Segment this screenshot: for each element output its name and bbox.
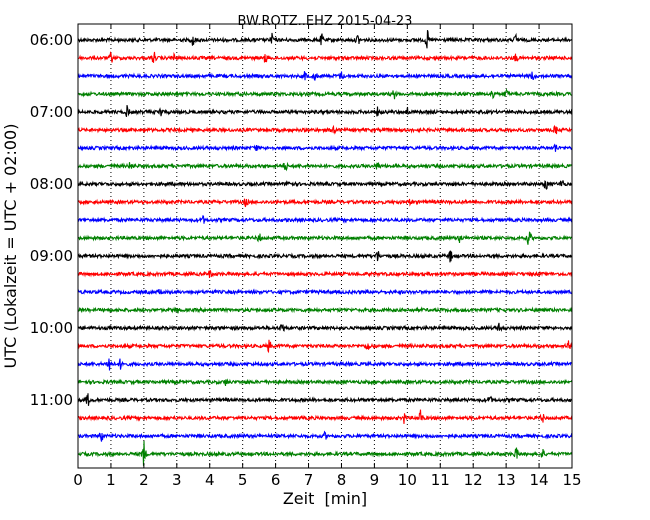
trace-line	[77, 322, 573, 332]
trace-0745	[77, 161, 573, 172]
trace-1015	[77, 339, 573, 354]
trace-0900	[77, 250, 573, 263]
trace-0830	[77, 215, 573, 224]
y-axis-label: UTC (Lokalzeit = UTC + 02:00)	[1, 124, 20, 369]
trace-line	[77, 179, 573, 190]
x-tick-label-1: 1	[106, 471, 116, 489]
trace-line	[77, 124, 573, 135]
trace-line	[77, 250, 573, 263]
trace-0715	[77, 124, 573, 135]
trace-line	[77, 30, 573, 49]
y-tick-label-0: 06:00	[30, 31, 73, 49]
trace-1045	[77, 378, 573, 387]
trace-line	[77, 198, 573, 208]
x-tick-label-7: 7	[304, 471, 314, 489]
x-tick-label-13: 13	[497, 471, 516, 489]
y-axis-ticks: 06:00 07:00 08:00 09:00 10:00 11:00	[30, 31, 572, 409]
trace-line	[77, 71, 573, 81]
x-tick-label-12: 12	[464, 471, 483, 489]
y-tick-label-3: 09:00	[30, 247, 73, 265]
trace-0645	[77, 88, 573, 100]
x-tick-label-10: 10	[398, 471, 417, 489]
trace-0915	[77, 270, 573, 278]
x-tick-label-14: 14	[530, 471, 549, 489]
trace-line	[77, 409, 573, 424]
trace-line	[77, 339, 573, 354]
trace-line	[77, 143, 573, 152]
trace-0815	[77, 198, 573, 208]
y-tick-label-1: 07:00	[30, 103, 73, 121]
x-tick-label-0: 0	[73, 471, 83, 489]
trace-line	[77, 440, 573, 466]
y-tick-label-4: 10:00	[30, 319, 73, 337]
x-axis-label: Zeit [min]	[283, 489, 367, 508]
trace-line	[77, 378, 573, 387]
trace-1130	[77, 430, 573, 442]
seismic-traces	[77, 30, 573, 466]
x-tick-label-8: 8	[337, 471, 347, 489]
trace-0615	[77, 51, 573, 63]
x-tick-label-3: 3	[172, 471, 182, 489]
x-tick-label-4: 4	[205, 471, 215, 489]
trace-0945	[78, 306, 573, 314]
x-axis-ticks: 0 1 2 3 4 5 6 7 8 9 10 11 12 13 14 15	[73, 24, 582, 489]
trace-0730	[77, 143, 573, 152]
trace-line	[77, 88, 573, 100]
x-tick-label-15: 15	[562, 471, 581, 489]
trace-0800	[77, 179, 573, 190]
trace-line	[77, 104, 573, 118]
trace-1100	[77, 393, 573, 406]
trace-line	[77, 430, 573, 442]
trace-line	[77, 231, 573, 245]
trace-line	[78, 306, 573, 314]
trace-0845	[77, 231, 573, 245]
trace-1030	[77, 358, 573, 371]
trace-1000	[77, 322, 573, 332]
trace-line	[77, 358, 573, 371]
y-tick-label-5: 11:00	[30, 391, 73, 409]
y-tick-label-2: 08:00	[30, 175, 73, 193]
trace-0600	[77, 30, 573, 49]
trace-0930	[77, 288, 573, 296]
x-tick-label-6: 6	[271, 471, 281, 489]
trace-line	[77, 288, 573, 296]
x-tick-label-2: 2	[139, 471, 149, 489]
trace-line	[77, 161, 573, 172]
x-tick-label-9: 9	[370, 471, 380, 489]
trace-1115	[77, 409, 573, 424]
trace-line	[77, 393, 573, 406]
trace-0700	[77, 104, 573, 118]
chart-title: BW.ROTZ..EHZ 2015-04-23	[238, 14, 413, 29]
trace-0630	[77, 71, 573, 81]
plot-frame	[77, 23, 573, 469]
x-tick-label-5: 5	[238, 471, 248, 489]
trace-line	[77, 215, 573, 224]
trace-1145	[77, 440, 573, 466]
trace-line	[77, 51, 573, 63]
x-tick-label-11: 11	[431, 471, 450, 489]
trace-line	[77, 270, 573, 278]
